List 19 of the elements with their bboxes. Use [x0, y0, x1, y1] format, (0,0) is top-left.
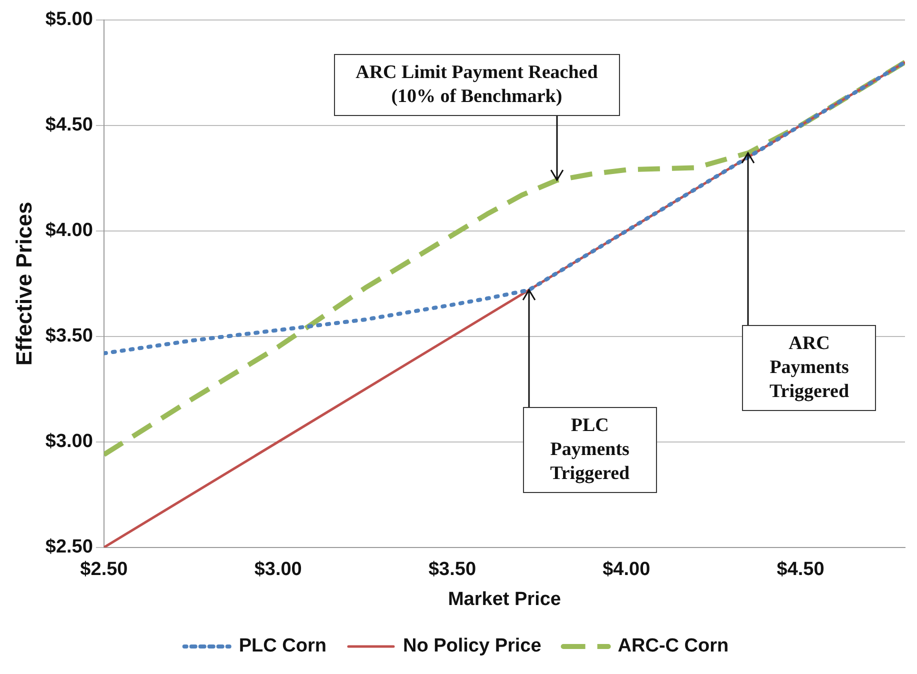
y-tick-label: $3.50 [45, 326, 93, 347]
x-axis-title: Market Price [448, 588, 561, 610]
legend-label: PLC Corn [238, 636, 326, 657]
legend-label: ARC-C Corn [618, 636, 729, 657]
y-tick-label: $4.50 [45, 114, 93, 136]
annotation: ARC Payments Triggered [742, 324, 876, 411]
y-tick-label: $3.00 [45, 431, 93, 452]
x-tick-label: $2.50 [80, 559, 128, 580]
y-axis-title: Effective Prices [11, 202, 36, 366]
x-tick-label: $4.00 [602, 559, 650, 580]
annotation: PLC Payments Triggered [522, 407, 657, 494]
annotation: ARC Limit Payment Reached (10% of Benchmark) [334, 54, 620, 116]
x-tick-label: $3.50 [428, 559, 476, 580]
legend-label: No Policy Price [402, 636, 542, 657]
x-tick-label: $3.00 [254, 559, 302, 580]
y-tick-label: $4.00 [45, 220, 93, 242]
x-tick-label: $4.50 [776, 559, 824, 580]
y-tick-label: $5.00 [45, 9, 93, 30]
y-tick-label: $2.50 [45, 536, 93, 558]
